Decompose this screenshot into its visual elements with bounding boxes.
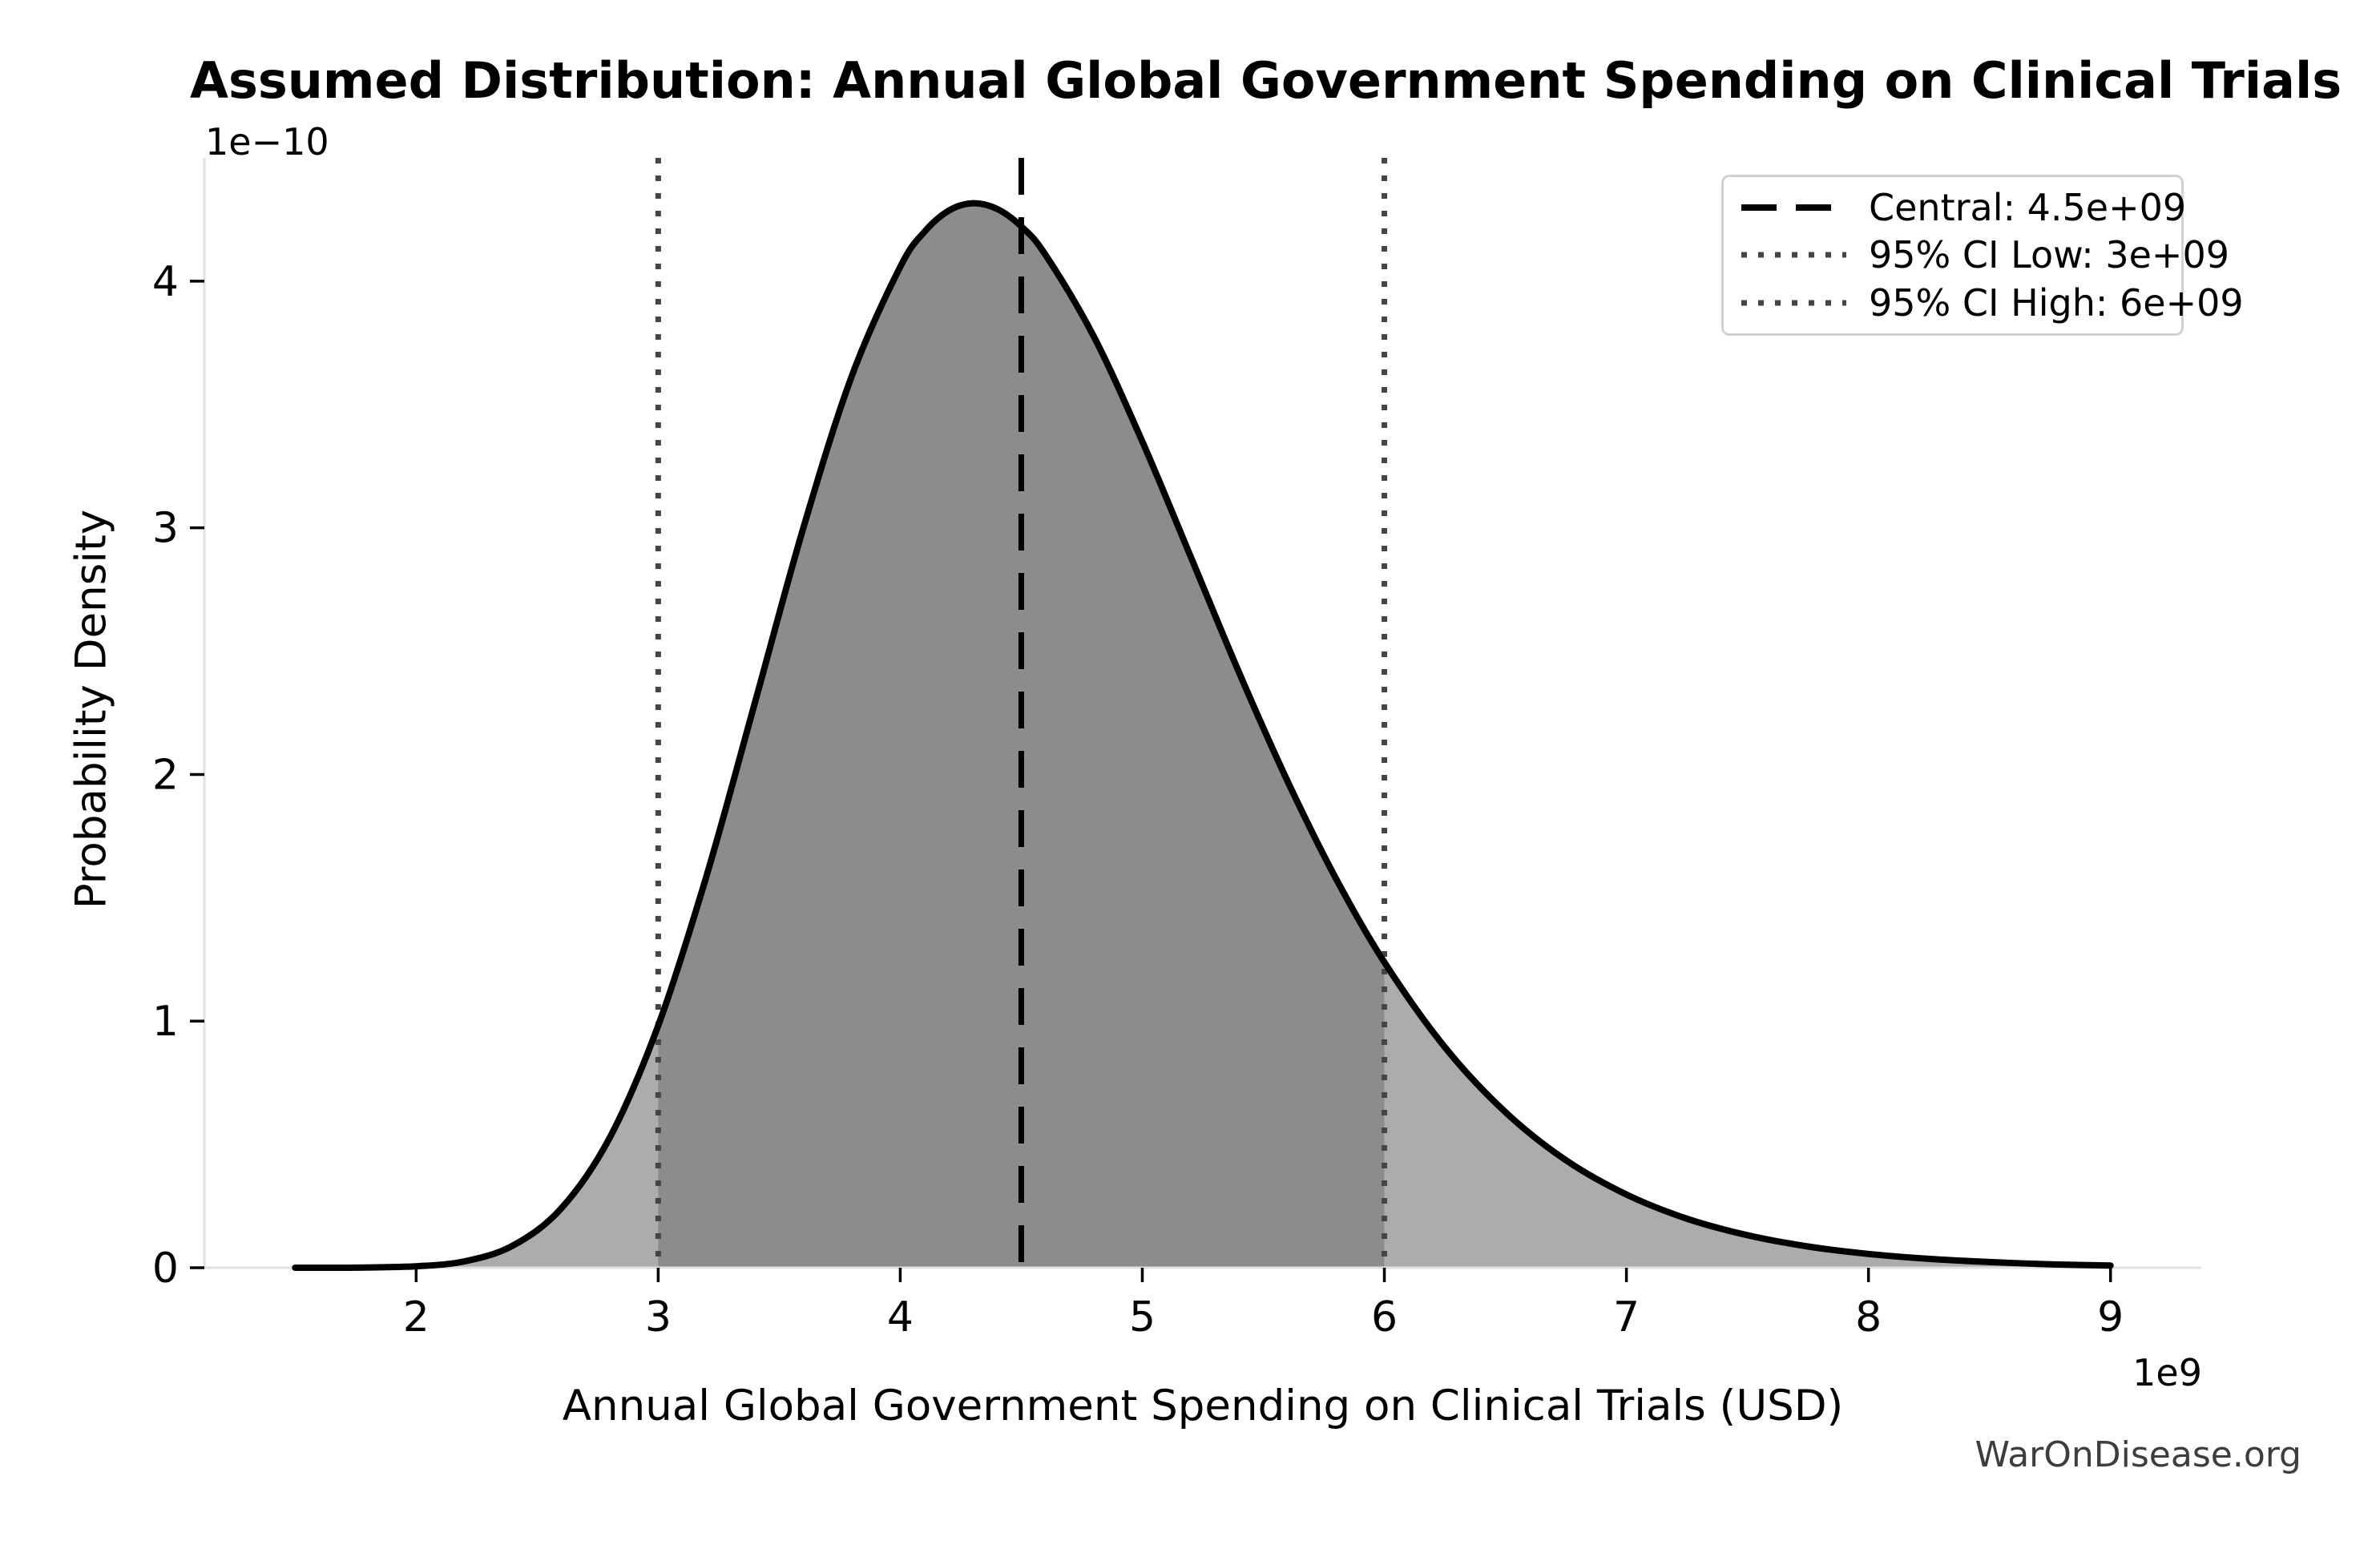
- y-axis-scale-offset: 1e−10: [205, 120, 329, 163]
- watermark: WarOnDisease.org: [1975, 1434, 2301, 1475]
- dotted-line-sample-icon: [1741, 252, 1846, 258]
- dotted-line-sample-icon: [1741, 300, 1846, 306]
- y-tick-label: 0: [152, 1244, 179, 1293]
- y-tick-label: 3: [152, 505, 179, 553]
- y-tick-label: 4: [152, 258, 179, 306]
- density-curve: [292, 200, 2114, 1272]
- ci-region-fill: [658, 203, 1385, 1268]
- x-tick-label: 7: [1613, 1293, 1640, 1341]
- legend-label-ci-high: 95% CI High: 6e+09: [1869, 280, 2244, 325]
- y-axis-label: Probability Density: [67, 509, 116, 910]
- x-tick-label: 8: [1855, 1293, 1882, 1341]
- legend-label-ci-low: 95% CI Low: 3e+09: [1869, 233, 2230, 277]
- chart-title: Assumed Distribution: Annual Global Gove…: [190, 51, 2342, 110]
- x-tick-label: 5: [1129, 1293, 1156, 1341]
- legend-label-central: Central: 4.5e+09: [1869, 185, 2187, 229]
- x-axis-label: Annual Global Government Spending on Cli…: [562, 1382, 1844, 1430]
- y-tick-label: 2: [152, 751, 179, 799]
- dashed-line-sample-icon: [1741, 204, 1846, 212]
- x-tick-label: 2: [403, 1293, 430, 1341]
- x-tick-label: 3: [645, 1293, 672, 1341]
- x-tick-label: 4: [887, 1293, 914, 1341]
- legend-item-ci-low: 95% CI Low: 3e+09: [1740, 235, 2229, 276]
- x-tick-label: 6: [1371, 1293, 1398, 1341]
- x-tick-label: 9: [2097, 1293, 2124, 1341]
- legend: Central: 4.5e+09 95% CI Low: 3e+09 95% C…: [1721, 175, 2244, 336]
- legend-item-central: Central: 4.5e+09: [1740, 188, 2186, 228]
- y-tick-label: 1: [152, 998, 179, 1046]
- legend-item-ci-high: 95% CI High: 6e+09: [1740, 282, 2244, 324]
- x-axis-scale-offset: 1e9: [2132, 1351, 2202, 1394]
